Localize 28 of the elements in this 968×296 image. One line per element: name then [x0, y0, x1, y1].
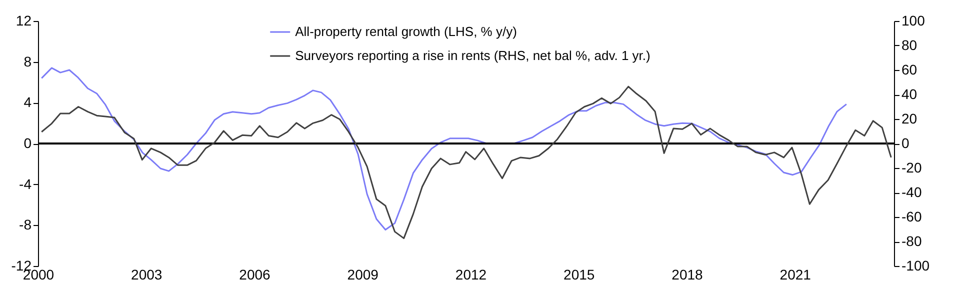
y2-tick-label: 20	[902, 110, 918, 126]
y2-tick-label: -80	[902, 233, 922, 249]
legend-label: All-property rental growth (LHS, % y/y)	[295, 24, 517, 39]
y2-tick-label: 100	[902, 12, 926, 28]
y2-tick-label: 80	[902, 37, 918, 53]
y2-tick-label: 40	[902, 86, 918, 102]
line-series	[40, 67, 848, 231]
x-tick-label: 2009	[347, 266, 379, 282]
y2-tick-label: -40	[902, 184, 922, 200]
y-tick-label: -8	[19, 216, 32, 233]
y2-tick-label: -100	[902, 258, 930, 274]
x-tick-label: 2006	[239, 266, 271, 282]
y-tick-label: 0	[24, 135, 32, 151]
y-tick-label: -4	[19, 176, 32, 192]
y2-tick-label: -60	[902, 208, 922, 224]
x-tick-label: 2012	[455, 266, 487, 282]
y2-tick-label: 0	[902, 135, 910, 151]
y-tick-label: 4	[24, 94, 32, 110]
x-tick-label: 2003	[131, 266, 162, 282]
line-series	[40, 86, 892, 240]
y2-tick-label: 60	[902, 62, 918, 78]
legend-label: Surveyors reporting a rise in rents (RHS, net bal %, adv. 1 yr.)	[295, 48, 650, 63]
x-tick-label: 2015	[564, 266, 595, 282]
y-tick-label: 12	[16, 12, 32, 28]
x-tick-label: 2018	[672, 266, 704, 282]
x-tick-label: 2021	[780, 266, 812, 282]
y2-tick-label: -20	[902, 160, 922, 176]
y-tick-label: 8	[24, 53, 32, 70]
